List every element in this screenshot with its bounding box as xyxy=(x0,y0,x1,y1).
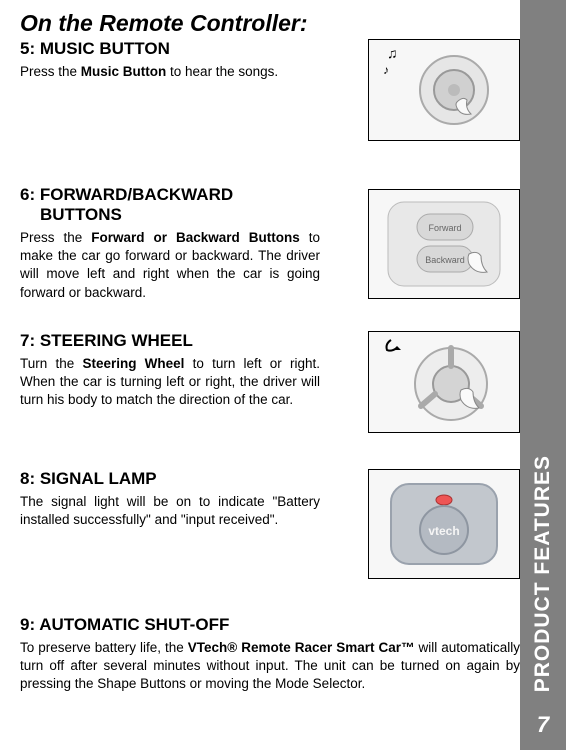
text-forward: Press the Forward or Backward Buttons to… xyxy=(20,229,320,302)
content-area: On the Remote Controller: 5: MUSIC BUTTO… xyxy=(20,10,520,694)
signal-lamp-svg: vtech xyxy=(369,470,519,578)
section-auto-shutoff: 9: AUTOMATIC SHUT-OFF To preserve batter… xyxy=(20,615,520,694)
forward-buttons-svg: Forward Backward xyxy=(369,190,519,298)
music-button-svg: ♫ ♪ xyxy=(369,40,519,140)
text-steering: Turn the Steering Wheel to turn left or … xyxy=(20,355,320,410)
text-signal: The signal light will be on to indicate … xyxy=(20,493,320,529)
page-number: 7 xyxy=(537,712,549,738)
svg-text:vtech: vtech xyxy=(428,524,459,538)
illustration-steering-wheel xyxy=(368,331,520,433)
text-auto-bold: VTech® Remote Racer Smart Car™ xyxy=(188,640,415,655)
heading-auto: 9: AUTOMATIC SHUT-OFF xyxy=(20,615,520,635)
svg-text:♫: ♫ xyxy=(387,45,398,61)
text-auto-pre: To preserve battery life, the xyxy=(20,640,188,655)
illustration-signal-lamp: vtech xyxy=(368,469,520,579)
text-steering-pre: Turn the xyxy=(20,356,82,371)
section-signal: 8: SIGNAL LAMP The signal light will be … xyxy=(20,469,520,589)
manual-page: PRODUCT FEATURES 7 On the Remote Control… xyxy=(0,0,566,750)
heading-forward-line2: BUTTONS xyxy=(40,205,122,224)
main-heading: On the Remote Controller: xyxy=(20,10,520,37)
illustration-music-button: ♫ ♪ xyxy=(368,39,520,141)
steering-wheel-svg xyxy=(369,332,519,432)
side-tab-label: PRODUCT FEATURES xyxy=(531,455,555,692)
section-forward: 6: FORWARD/BACKWARD BUTTONS Press the Fo… xyxy=(20,185,520,305)
text-music-post: to hear the songs. xyxy=(166,64,278,79)
section-music: 5: MUSIC BUTTON Press the Music Button t… xyxy=(20,39,520,159)
text-auto: To preserve battery life, the VTech® Rem… xyxy=(20,639,520,694)
text-forward-bold: Forward or Backward Buttons xyxy=(91,230,300,245)
side-tab-column: PRODUCT FEATURES 7 xyxy=(520,0,566,750)
illustration-forward-buttons: Forward Backward xyxy=(368,189,520,299)
text-music-bold: Music Button xyxy=(81,64,167,79)
text-forward-pre: Press the xyxy=(20,230,91,245)
section-steering: 7: STEERING WHEEL Turn the Steering Whee… xyxy=(20,331,520,443)
text-music: Press the Music Button to hear the songs… xyxy=(20,63,320,81)
svg-text:Backward: Backward xyxy=(425,255,465,265)
svg-text:♪: ♪ xyxy=(383,63,389,77)
heading-forward-line1: 6: FORWARD/BACKWARD xyxy=(20,185,233,204)
svg-text:Forward: Forward xyxy=(428,223,461,233)
text-music-pre: Press the xyxy=(20,64,81,79)
text-steering-bold: Steering Wheel xyxy=(82,356,184,371)
